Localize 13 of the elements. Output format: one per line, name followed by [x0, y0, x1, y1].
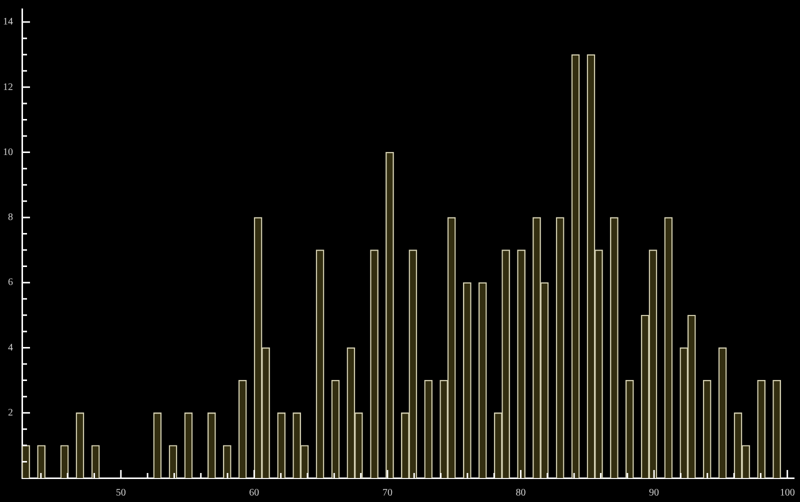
x-tick-label: 90: [649, 488, 660, 499]
x-tick-label: 50: [116, 488, 126, 499]
x-tick-label: 100: [780, 488, 795, 499]
y-tick-label: 12: [3, 82, 13, 93]
y-tick-label: 8: [8, 212, 13, 224]
y-tick-label: 14: [3, 16, 13, 28]
x-tick-label: 60: [249, 488, 260, 499]
x-tick-label: 70: [382, 488, 392, 499]
y-tick-label: 4: [8, 342, 13, 354]
x-tick-label: 80: [516, 488, 526, 499]
y-tick-label: 10: [3, 146, 13, 158]
y-tick-label: 6: [8, 277, 13, 288]
y-tick-label: 2: [8, 407, 13, 418]
